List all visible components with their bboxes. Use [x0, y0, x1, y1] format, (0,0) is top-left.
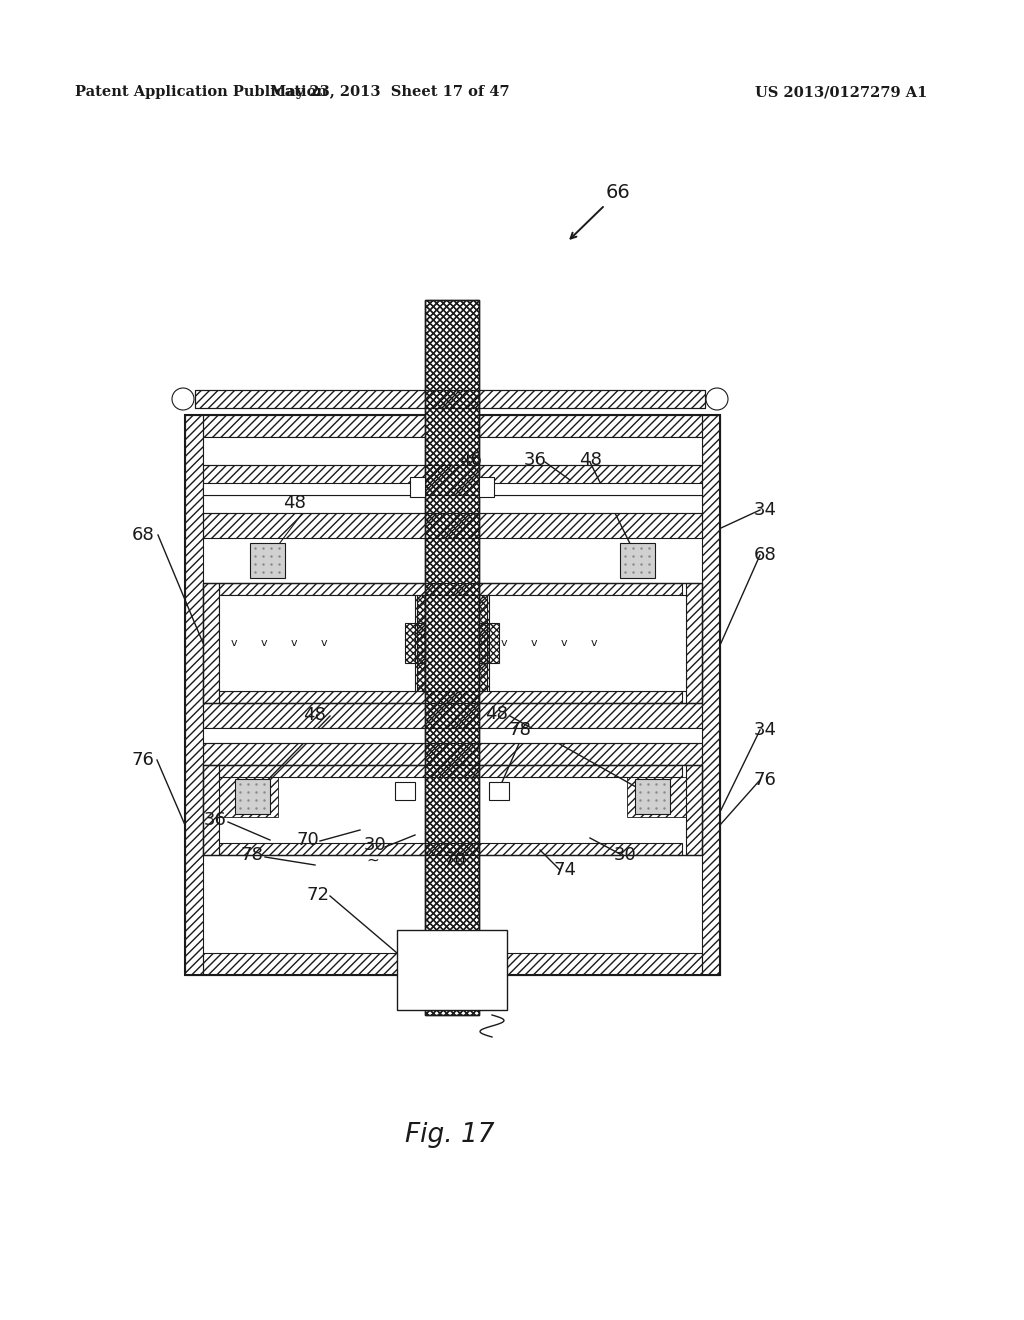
Text: v: v	[591, 638, 597, 648]
Bar	[203, 953, 702, 975]
Circle shape	[706, 388, 728, 411]
Bar	[417, 595, 425, 690]
Text: 36: 36	[204, 810, 226, 829]
Bar	[627, 777, 686, 817]
Bar	[185, 414, 203, 975]
Text: 66: 66	[605, 182, 631, 202]
Bar	[219, 777, 278, 817]
Bar	[635, 779, 670, 814]
Bar	[479, 483, 702, 495]
Text: 48: 48	[579, 451, 601, 469]
Bar	[203, 729, 702, 743]
Bar	[203, 465, 702, 495]
Bar	[219, 766, 682, 777]
Bar	[250, 543, 285, 578]
Bar	[489, 781, 509, 800]
Bar	[415, 595, 425, 690]
Text: 78: 78	[509, 721, 531, 739]
Bar	[219, 690, 682, 704]
Bar	[426, 301, 478, 1014]
Text: 68: 68	[754, 546, 776, 564]
Bar	[479, 623, 499, 663]
Bar	[686, 766, 702, 855]
Bar	[234, 779, 270, 814]
Bar	[479, 477, 494, 498]
Bar	[395, 781, 415, 800]
Text: v: v	[261, 638, 267, 648]
Text: 30: 30	[613, 846, 636, 865]
Text: 46: 46	[459, 451, 481, 469]
Bar	[203, 583, 702, 704]
Text: 72: 72	[306, 886, 330, 904]
Text: 36: 36	[523, 451, 547, 469]
Text: v: v	[561, 638, 567, 648]
Bar	[702, 414, 720, 975]
Bar	[406, 623, 425, 663]
Text: v: v	[230, 638, 238, 648]
Bar	[620, 543, 655, 578]
Text: 76: 76	[131, 751, 155, 770]
Text: 70: 70	[443, 851, 466, 869]
Bar	[489, 595, 686, 690]
Bar	[425, 300, 479, 1015]
Text: 70: 70	[297, 832, 319, 849]
Bar	[397, 931, 507, 1010]
Bar	[479, 595, 489, 690]
Bar	[203, 483, 425, 495]
Text: 76: 76	[754, 771, 776, 789]
Bar	[185, 414, 720, 975]
Text: US 2013/0127279 A1: US 2013/0127279 A1	[755, 84, 928, 99]
Text: v: v	[291, 638, 297, 648]
Bar	[686, 583, 702, 704]
Text: v: v	[530, 638, 538, 648]
Text: 34: 34	[754, 502, 776, 519]
Text: Fig. 17: Fig. 17	[406, 1122, 495, 1148]
Bar	[203, 437, 702, 465]
Bar	[219, 583, 682, 595]
Bar	[203, 743, 702, 766]
Text: 74: 74	[554, 861, 577, 879]
Bar	[219, 595, 415, 690]
Text: v: v	[501, 638, 507, 648]
Text: 48: 48	[284, 494, 306, 512]
Bar	[203, 583, 219, 704]
Bar	[195, 389, 705, 408]
Text: 68: 68	[132, 525, 155, 544]
Text: ~: ~	[367, 853, 379, 867]
Bar	[410, 477, 425, 498]
Circle shape	[172, 388, 194, 411]
Text: May 23, 2013  Sheet 17 of 47: May 23, 2013 Sheet 17 of 47	[270, 84, 510, 99]
Bar	[203, 513, 702, 539]
Bar	[203, 766, 702, 855]
Text: v: v	[321, 638, 328, 648]
Text: 30: 30	[364, 836, 386, 854]
Text: 34: 34	[754, 721, 776, 739]
Bar	[203, 766, 219, 855]
Text: Patent Application Publication: Patent Application Publication	[75, 84, 327, 99]
Text: 78: 78	[241, 846, 263, 865]
Text: 48: 48	[303, 706, 327, 723]
Bar	[479, 595, 487, 690]
Text: 48: 48	[485, 705, 509, 723]
Bar	[195, 389, 705, 408]
Bar	[203, 414, 702, 437]
Bar	[203, 704, 702, 729]
Bar	[203, 495, 702, 513]
Bar	[219, 843, 682, 855]
Bar	[425, 300, 479, 1015]
